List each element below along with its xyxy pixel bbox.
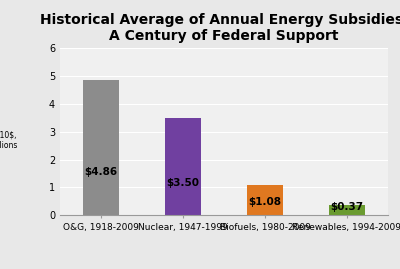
- Text: $1.08: $1.08: [248, 197, 282, 207]
- Bar: [164, 118, 202, 215]
- Bar: [328, 205, 366, 215]
- Text: $0.37: $0.37: [330, 202, 364, 212]
- Bar: [82, 80, 120, 215]
- Y-axis label: 2010$,
billions: 2010$, billions: [0, 130, 17, 150]
- Text: $3.50: $3.50: [166, 178, 200, 188]
- Title: Historical Average of Annual Energy Subsidies:
A Century of Federal Support: Historical Average of Annual Energy Subs…: [40, 13, 400, 43]
- Bar: [246, 185, 284, 215]
- Text: $4.86: $4.86: [84, 167, 118, 177]
